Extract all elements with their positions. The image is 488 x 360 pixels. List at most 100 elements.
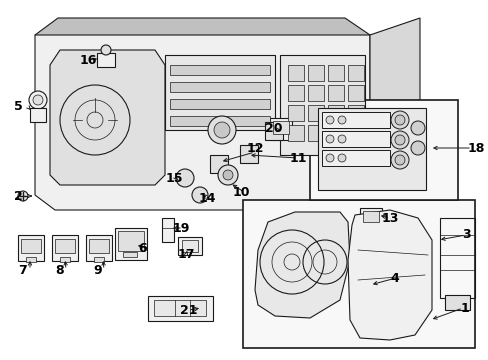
Bar bbox=[327, 65, 343, 81]
Bar bbox=[21, 239, 41, 253]
Text: 19: 19 bbox=[173, 221, 190, 234]
Circle shape bbox=[390, 111, 408, 129]
Circle shape bbox=[394, 155, 404, 165]
Bar bbox=[182, 240, 198, 252]
Bar bbox=[123, 252, 137, 257]
Bar bbox=[170, 116, 269, 126]
Bar bbox=[307, 105, 324, 121]
Text: 3: 3 bbox=[461, 229, 469, 242]
Bar bbox=[287, 65, 304, 81]
Bar bbox=[269, 118, 291, 140]
Bar bbox=[264, 122, 283, 140]
Text: 6: 6 bbox=[138, 242, 146, 255]
Bar bbox=[55, 239, 75, 253]
Text: 10: 10 bbox=[232, 185, 250, 198]
Circle shape bbox=[337, 135, 346, 143]
Bar bbox=[439, 218, 474, 298]
Text: 5: 5 bbox=[14, 100, 23, 113]
Circle shape bbox=[325, 154, 333, 162]
Bar bbox=[86, 235, 112, 261]
Circle shape bbox=[394, 115, 404, 125]
Bar bbox=[26, 257, 36, 262]
Bar bbox=[272, 121, 288, 134]
Circle shape bbox=[192, 187, 207, 203]
Bar bbox=[18, 235, 44, 261]
Bar bbox=[347, 105, 363, 121]
Text: 8: 8 bbox=[55, 264, 63, 276]
Bar bbox=[321, 131, 389, 147]
Bar bbox=[97, 53, 115, 67]
Circle shape bbox=[176, 169, 194, 187]
Bar bbox=[321, 112, 389, 128]
Bar bbox=[178, 237, 202, 255]
Circle shape bbox=[223, 170, 232, 180]
Bar bbox=[327, 105, 343, 121]
Bar bbox=[52, 235, 78, 261]
Circle shape bbox=[18, 191, 28, 201]
Bar bbox=[280, 55, 364, 155]
Text: 20: 20 bbox=[264, 122, 282, 135]
Text: 16: 16 bbox=[80, 54, 97, 67]
Bar bbox=[309, 100, 457, 200]
Bar bbox=[164, 55, 274, 130]
Bar bbox=[287, 85, 304, 101]
Bar bbox=[170, 65, 269, 75]
Bar bbox=[170, 82, 269, 92]
Text: 9: 9 bbox=[93, 264, 102, 276]
Bar bbox=[209, 155, 227, 173]
Circle shape bbox=[29, 91, 47, 109]
Circle shape bbox=[87, 112, 103, 128]
Circle shape bbox=[410, 141, 424, 155]
Circle shape bbox=[33, 95, 43, 105]
Text: 1: 1 bbox=[460, 302, 469, 315]
Bar bbox=[162, 218, 174, 242]
Bar bbox=[94, 257, 104, 262]
Circle shape bbox=[214, 122, 229, 138]
Bar bbox=[154, 300, 205, 316]
Bar bbox=[118, 231, 143, 251]
Bar bbox=[287, 125, 304, 141]
Circle shape bbox=[390, 151, 408, 169]
Bar bbox=[317, 108, 425, 190]
Text: 17: 17 bbox=[178, 248, 195, 261]
Circle shape bbox=[101, 45, 111, 55]
Bar bbox=[243, 200, 474, 348]
Circle shape bbox=[390, 131, 408, 149]
Text: 21: 21 bbox=[180, 303, 197, 316]
Bar bbox=[359, 208, 381, 226]
Bar bbox=[287, 105, 304, 121]
Bar bbox=[327, 125, 343, 141]
Circle shape bbox=[325, 135, 333, 143]
Bar bbox=[170, 99, 269, 109]
Bar bbox=[362, 211, 378, 222]
Text: 18: 18 bbox=[467, 141, 485, 154]
Circle shape bbox=[394, 135, 404, 145]
Bar bbox=[307, 125, 324, 141]
Bar bbox=[240, 145, 258, 163]
Circle shape bbox=[337, 116, 346, 124]
Circle shape bbox=[207, 116, 236, 144]
Circle shape bbox=[325, 116, 333, 124]
Polygon shape bbox=[347, 210, 431, 340]
Text: 2: 2 bbox=[14, 189, 23, 202]
Bar bbox=[148, 296, 213, 321]
Circle shape bbox=[337, 154, 346, 162]
Circle shape bbox=[410, 121, 424, 135]
Bar bbox=[444, 295, 469, 310]
Bar bbox=[30, 108, 46, 122]
Text: 11: 11 bbox=[289, 152, 307, 165]
Bar bbox=[347, 65, 363, 81]
Bar bbox=[321, 150, 389, 166]
Polygon shape bbox=[254, 212, 349, 318]
Bar bbox=[307, 65, 324, 81]
Polygon shape bbox=[369, 18, 419, 195]
Text: 13: 13 bbox=[381, 211, 399, 225]
Bar bbox=[89, 239, 109, 253]
Circle shape bbox=[218, 165, 238, 185]
Text: 4: 4 bbox=[389, 271, 398, 284]
Text: 15: 15 bbox=[165, 171, 183, 184]
Bar bbox=[60, 257, 70, 262]
Bar bbox=[327, 85, 343, 101]
Polygon shape bbox=[35, 35, 369, 210]
Text: 12: 12 bbox=[246, 141, 264, 154]
